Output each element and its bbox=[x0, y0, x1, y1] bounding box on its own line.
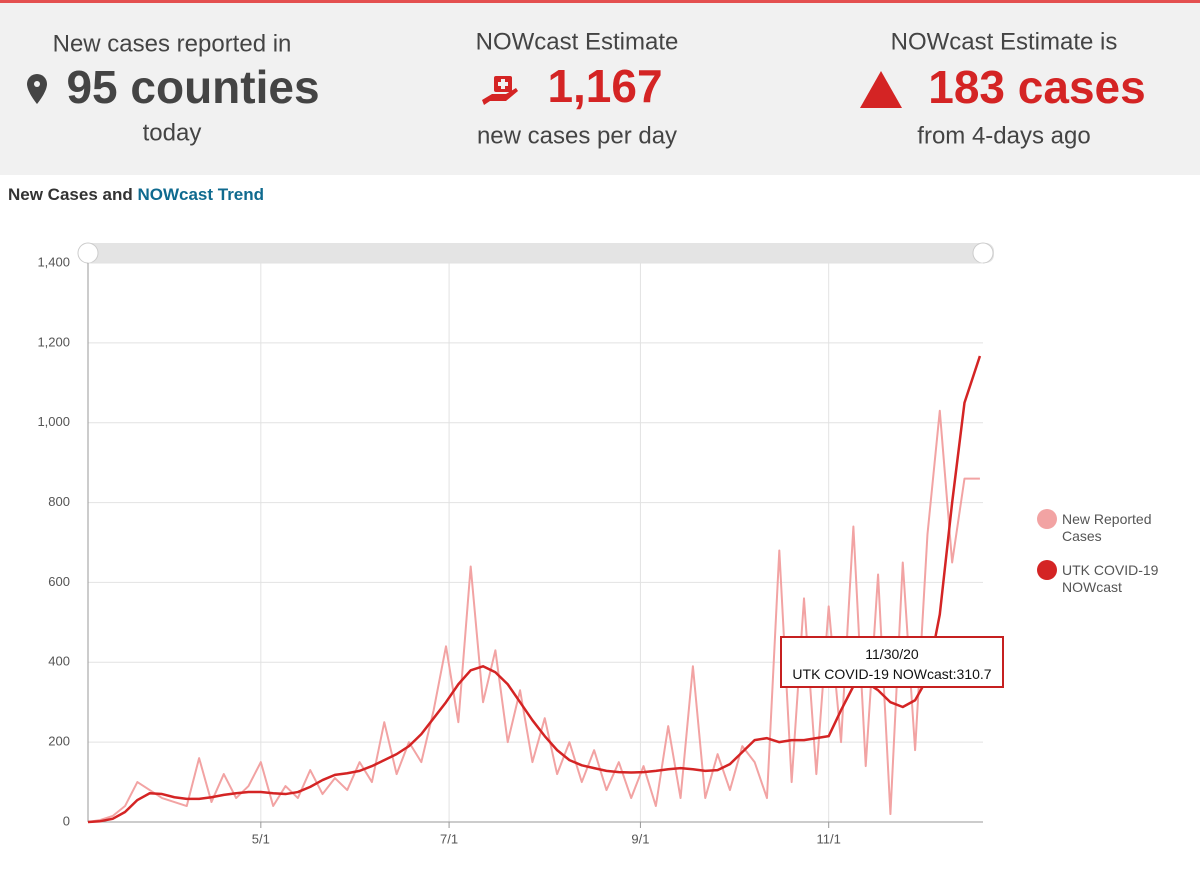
top-stripe bbox=[0, 0, 1200, 3]
x-tick-label: 7/1 bbox=[440, 831, 458, 846]
estimate-line1: NOWcast Estimate bbox=[476, 28, 679, 55]
scrollbar[interactable] bbox=[80, 243, 994, 263]
change-value: 183 cases bbox=[928, 61, 1145, 113]
plot: 0 200 400 600 800 1,000 1,200 1,400 5/1 7/1 9/1 11/… bbox=[37, 254, 983, 846]
hand bbox=[482, 88, 518, 105]
tooltip-text: UTK COVID-19 NOWcast:310.7 bbox=[792, 666, 992, 682]
y-tick-label: 200 bbox=[48, 734, 70, 749]
y-tick-label: 1,200 bbox=[37, 334, 70, 349]
pin-hole bbox=[34, 81, 40, 87]
estimate-line3: new cases per day bbox=[477, 122, 677, 149]
cross-h bbox=[498, 82, 508, 86]
chart-title: New Cases and NOWcast Trend bbox=[8, 185, 264, 204]
scroll-handle-right[interactable] bbox=[972, 242, 994, 264]
title-highlight: NOWcast Trend bbox=[137, 185, 264, 204]
change-line1: NOWcast Estimate is bbox=[891, 28, 1118, 55]
legend-swatch bbox=[1037, 560, 1057, 580]
y-tick-label: 600 bbox=[48, 574, 70, 589]
y-tick-label: 400 bbox=[48, 654, 70, 669]
pin-icon bbox=[27, 74, 47, 104]
series-line bbox=[87, 409, 980, 823]
series-line bbox=[87, 355, 982, 824]
counties-line3: today bbox=[143, 119, 202, 146]
header: New cases reported in 95 counties today … bbox=[27, 28, 1146, 149]
y-tick-label: 1,400 bbox=[37, 254, 70, 269]
legend-swatch bbox=[1037, 509, 1057, 529]
counties-line1: New cases reported in bbox=[53, 30, 292, 57]
x-tick-label: 9/1 bbox=[631, 831, 649, 846]
change-line3: from 4-days ago bbox=[917, 122, 1090, 149]
tooltip: 11/30/20 UTK COVID-19 NOWcast:310.7 bbox=[780, 636, 1004, 688]
legend-item-raw: New Reported Cases bbox=[1062, 511, 1152, 544]
estimate-value: 1,167 bbox=[547, 60, 662, 112]
hand-icon bbox=[482, 76, 518, 105]
tooltip-date: 11/30/20 bbox=[865, 646, 919, 662]
legend-item-nowcast: UTK COVID-19 NOWcast bbox=[1062, 562, 1159, 595]
y-tick-label: 0 bbox=[63, 813, 70, 828]
header-bg bbox=[0, 0, 1200, 175]
y-tick-label: 1,000 bbox=[37, 414, 70, 429]
counties-value: 95 counties bbox=[66, 61, 319, 113]
title-text: New Cases and bbox=[8, 185, 137, 204]
scroll-handle-left[interactable] bbox=[77, 242, 99, 264]
x-tick-label: 11/1 bbox=[817, 831, 841, 846]
up-triangle bbox=[860, 71, 902, 108]
x-tick-label: 5/1 bbox=[252, 831, 270, 846]
y-tick-label: 800 bbox=[48, 494, 70, 509]
